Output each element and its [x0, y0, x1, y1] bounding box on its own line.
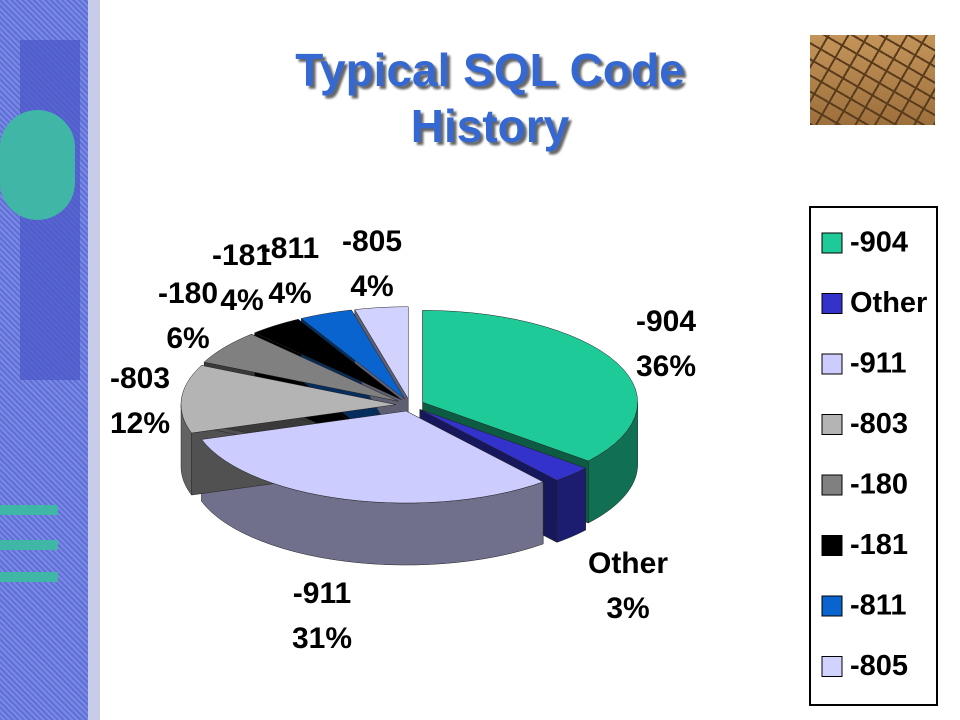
- data-label-value: 6%: [166, 322, 209, 355]
- legend-label: -811: [850, 590, 906, 622]
- pie-slice: [422, 310, 638, 462]
- legend-box: [809, 206, 938, 706]
- legend-label: Other: [850, 287, 927, 319]
- data-label-value: 4%: [350, 270, 393, 303]
- pie-slice: [180, 365, 397, 434]
- legend-swatch: [821, 595, 843, 617]
- data-label-name: Other: [588, 547, 668, 580]
- legend-label: -911: [850, 348, 906, 380]
- decorative-strip: [0, 0, 100, 720]
- photo: [810, 35, 935, 125]
- legend-label: -803: [850, 408, 908, 440]
- data-label-name: -911: [293, 577, 351, 610]
- data-label-value: 3%: [606, 592, 649, 625]
- slice-side: [556, 467, 586, 543]
- pie-slice: [300, 309, 406, 400]
- data-label-value: 12%: [110, 407, 170, 440]
- pie-slice: [354, 306, 409, 400]
- data-label-name: -904: [636, 305, 696, 338]
- data-label-value: 4%: [268, 277, 311, 310]
- legend-label: -181: [850, 529, 908, 561]
- legend-swatch: [821, 232, 843, 254]
- data-label-value: 36%: [636, 350, 696, 383]
- data-label-name: -803: [110, 362, 170, 395]
- data-label-value: 4%: [220, 284, 263, 317]
- data-label-value: 31%: [292, 622, 352, 655]
- legend-label: -904: [850, 227, 908, 259]
- data-label-name: -180: [158, 277, 218, 310]
- legend-swatch: [821, 474, 843, 496]
- data-label-name: -805: [342, 225, 402, 258]
- legend-label: -805: [850, 650, 908, 682]
- legend-swatch: [821, 353, 843, 375]
- chart-title: Typical SQL Code History: [295, 44, 685, 152]
- data-label-name: -811: [261, 232, 319, 265]
- data-label-name: -181: [212, 239, 272, 272]
- pie-slice: [253, 319, 402, 401]
- legend-label: -180: [850, 469, 908, 501]
- pie-slice: [203, 333, 399, 402]
- legend-swatch: [821, 656, 843, 677]
- legend-swatch: [821, 414, 843, 435]
- pie-slice: [419, 409, 587, 481]
- legend-swatch: [821, 293, 843, 314]
- legend-swatch: [821, 535, 843, 556]
- pie-slice: [201, 410, 544, 504]
